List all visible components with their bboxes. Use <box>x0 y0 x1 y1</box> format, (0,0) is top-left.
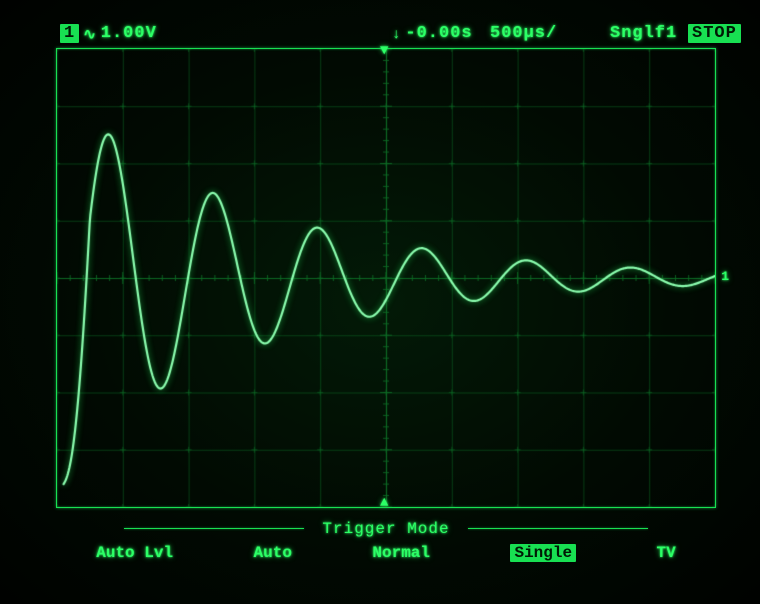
trigger-marker-bottom-icon: ▲ <box>380 495 388 511</box>
coupling-icon: ∿ <box>83 25 97 44</box>
trigger-mode-option[interactable]: TV <box>657 544 676 562</box>
scope-header: 1 ∿ 1.00V ↓ -0.00s 500µs/ Snglf1 STOP <box>60 22 730 44</box>
divider-line <box>468 528 648 529</box>
trigger-mode-title-row: Trigger Mode <box>56 520 716 538</box>
channel-number-badge: 1 <box>60 24 79 43</box>
divider-line <box>124 528 304 529</box>
volts-per-div: 1.00V <box>101 24 157 43</box>
trigger-mode-option[interactable]: Auto Lvl <box>96 544 173 562</box>
trigger-mode-title: Trigger Mode <box>322 520 449 538</box>
trigger-mode-options: Auto Lvl Auto Normal Single TV <box>56 544 716 562</box>
trigger-mode-option[interactable]: Single <box>510 544 576 562</box>
scope-graticule: 1 ▼ ▲ <box>56 48 716 508</box>
time-ref-icon: ↓ <box>392 27 401 43</box>
trigger-mode-option[interactable]: Normal <box>372 544 430 562</box>
run-state-badge: STOP <box>688 24 741 43</box>
time-per-div: 500µs/ <box>490 24 557 43</box>
time-offset: -0.00s <box>405 24 472 43</box>
channel-ground-marker: 1 <box>721 269 729 284</box>
acquisition-mode: Snglf1 <box>610 24 677 43</box>
trigger-mode-option[interactable]: Auto <box>254 544 292 562</box>
trace-canvas <box>57 49 715 507</box>
trigger-marker-top-icon: ▼ <box>380 43 388 59</box>
